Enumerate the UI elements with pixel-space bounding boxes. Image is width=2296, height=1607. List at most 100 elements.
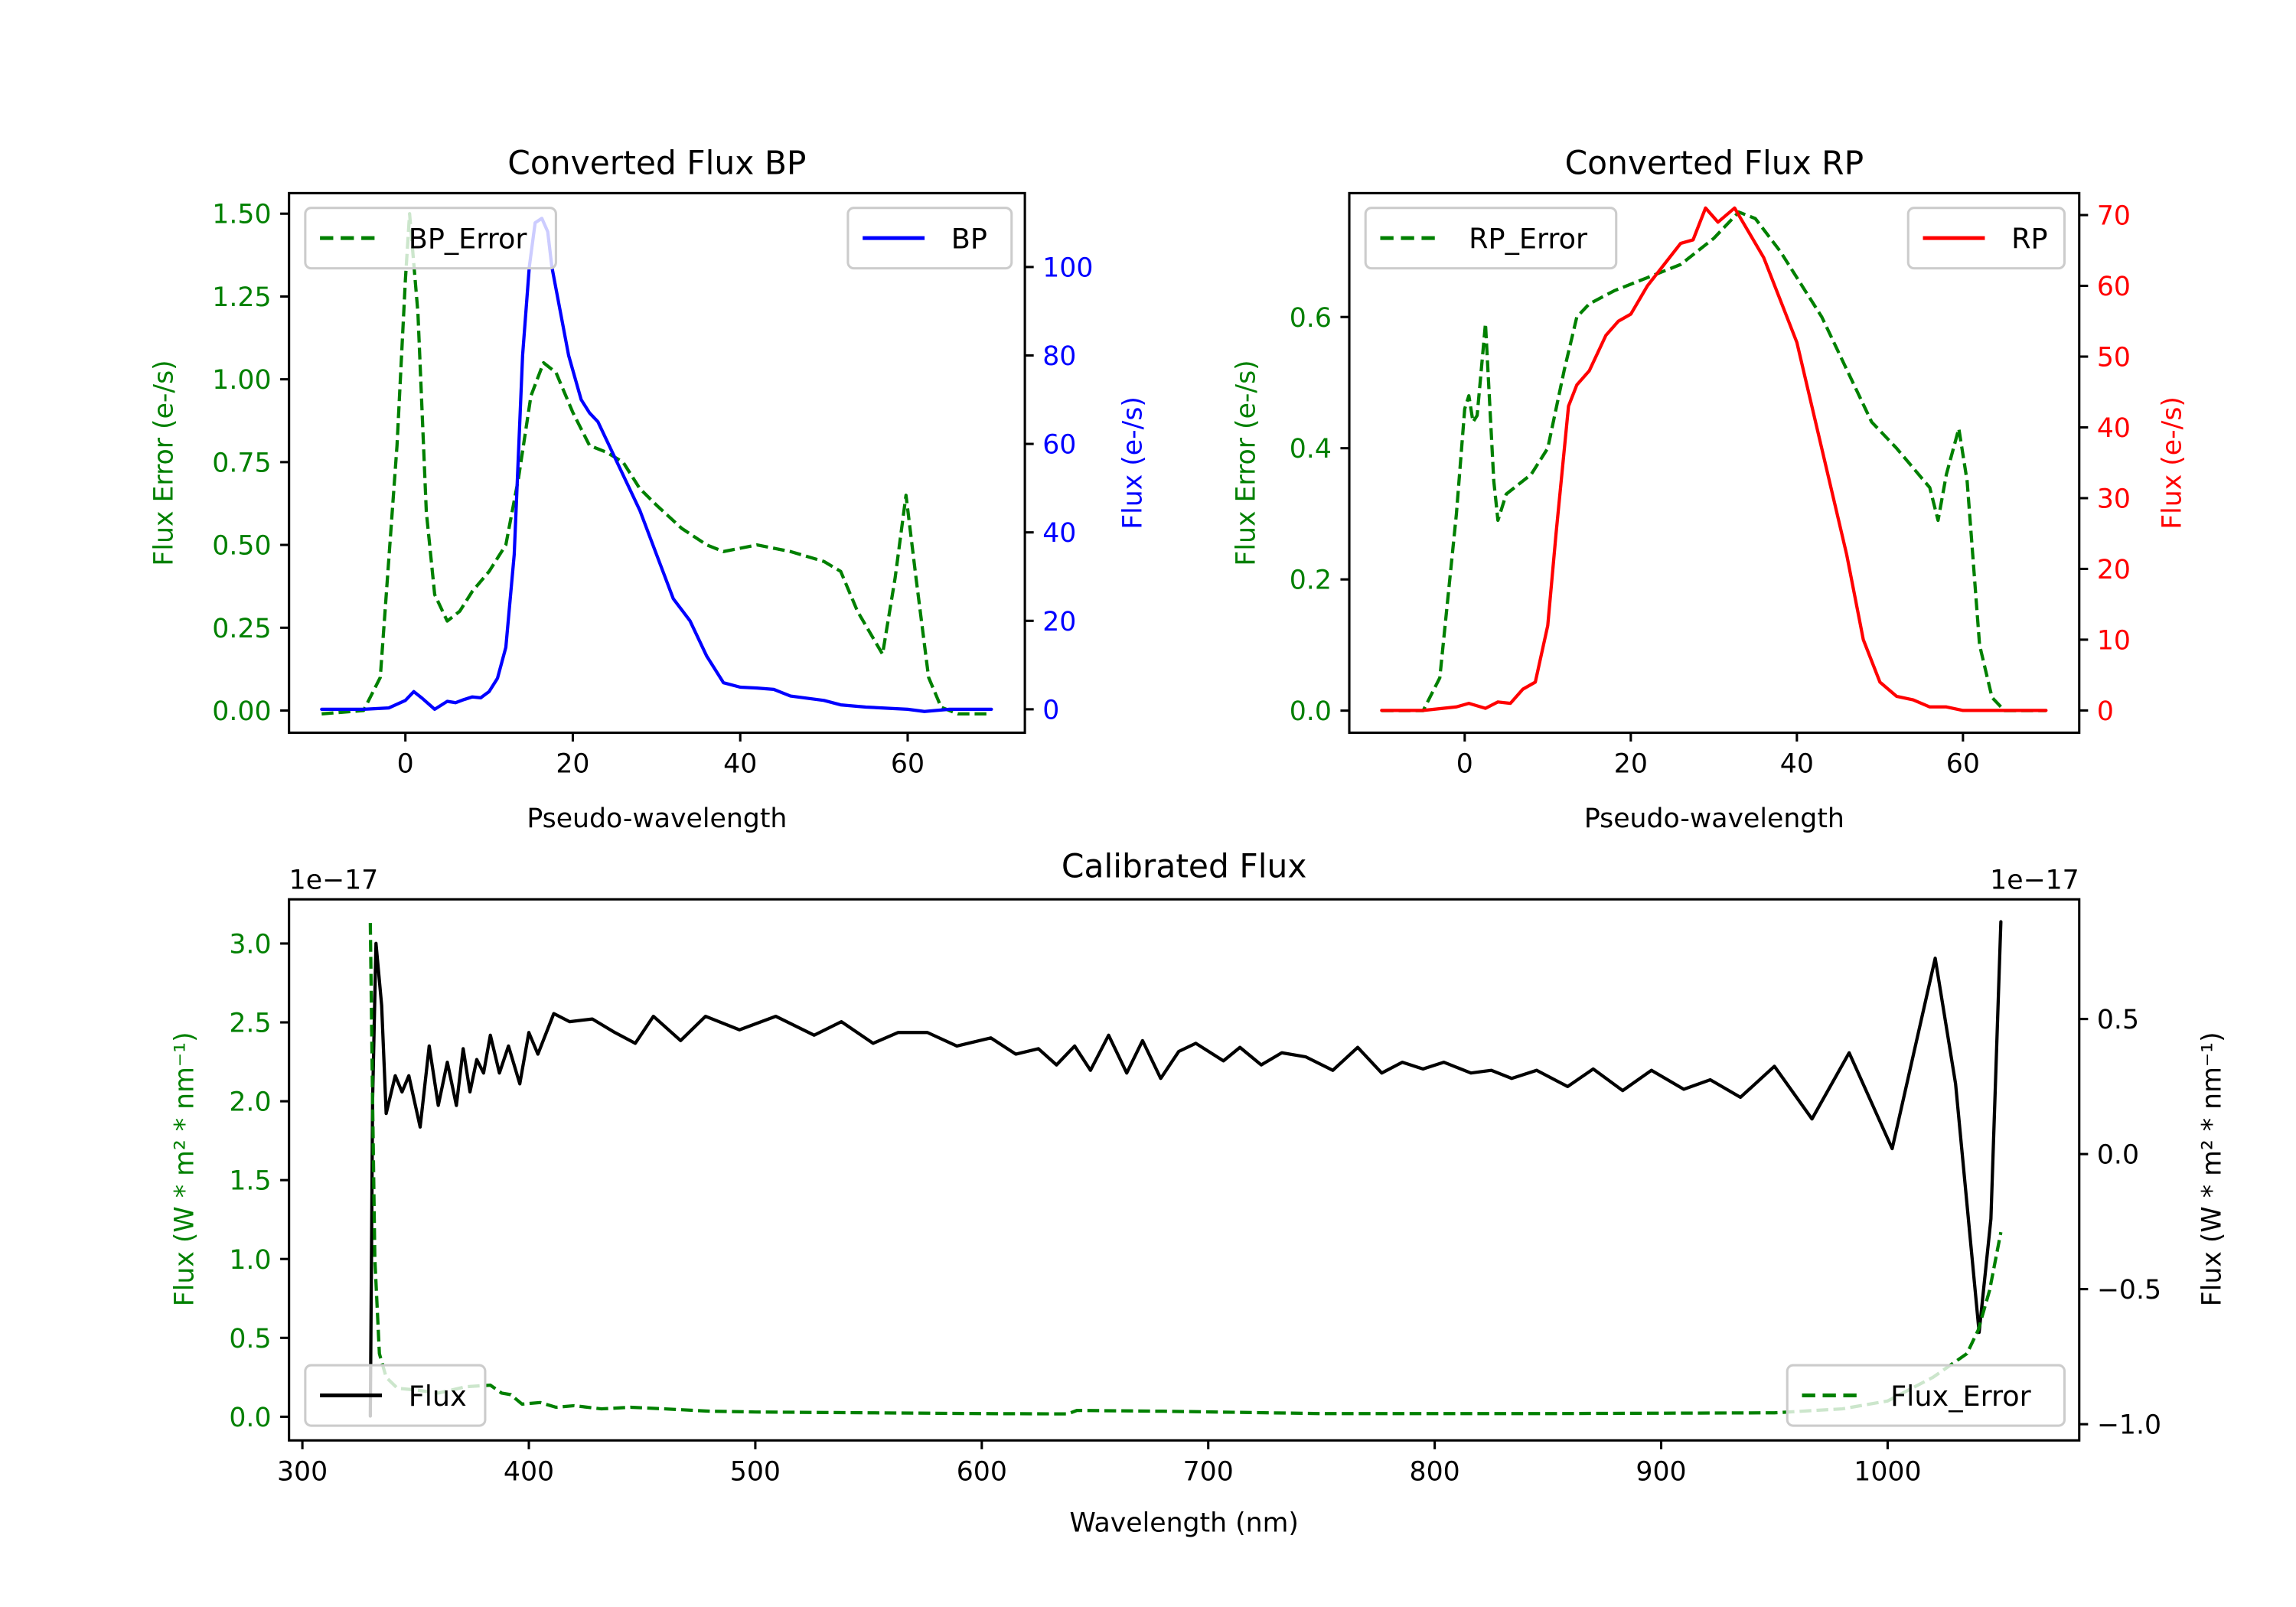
legend-bp-error: BP_Error [304,207,557,270]
legend-rp-error: RP_Error [1364,207,1618,270]
series-line-rp-error [1381,210,2047,712]
chart-title: Calibrated Flux [1062,847,1307,885]
panel-calibrated-flux: Calibrated Flux 1e−17 1e−17 300 400 500 600… [169,847,2227,1538]
y-tick-label-left: 2.0 [229,1087,271,1118]
legend-flux-error: Flux_Error [1786,1364,2066,1427]
y-tick-label-right: 0.5 [2097,1005,2139,1035]
y-tick-label-right: 10 [2097,625,2131,656]
y-axis-label-left: Flux Error (e-/s) [148,360,179,566]
series-line-flux [368,920,2003,1418]
y-tick-label-right: 40 [1042,518,1076,549]
y-tick-label-right: 100 [1042,253,1093,283]
y-tick-label-left: 1.25 [212,282,271,313]
y-tick-label-left: 0.0 [229,1403,271,1433]
legend-label: RP [2011,223,2048,256]
x-tick-label: 500 [730,1456,781,1487]
y-tick-label-left: 2.5 [229,1009,271,1039]
legend-box [1786,1364,2066,1427]
panel-converted-flux-bp: Converted Flux BP 0 20 40 60 0.00 0.25 0.50 0.7… [148,144,1148,833]
series-line-bp-error [321,212,992,715]
y-tick-label-right: −1.0 [2097,1410,2161,1441]
y-tick-label-right: 50 [2097,343,2131,373]
y-tick-label-right: 70 [2097,201,2131,232]
legend-label: BP [951,223,987,256]
y-tick-label-left: 0.25 [212,614,271,644]
x-tick-label: 0 [397,749,414,780]
legend-rp: RP [1906,207,2066,270]
x-tick-label: 60 [1946,749,1980,780]
y-tick-label-right: 60 [2097,272,2131,302]
y-tick-label-left: 0.5 [229,1324,271,1354]
y-axis-label-right: Flux (e-/s) [1117,396,1148,530]
axes-frame [288,898,2081,1442]
series-line-bp [320,217,993,713]
y-axis-label-left: Flux (W * m² * nm⁻¹) [169,1032,200,1306]
x-axis-label: Pseudo-wavelength [1584,804,1844,834]
y-tick-label-right: −0.5 [2097,1275,2161,1305]
x-tick-label: 0 [1456,749,1473,780]
x-tick-label: 800 [1410,1456,1460,1487]
x-axis-label: Wavelength (nm) [1069,1508,1299,1539]
series-line-rp [1380,206,2048,712]
legend-box [304,1364,487,1427]
x-tick-label: 40 [1780,749,1814,780]
y-tick-label-right: 30 [2097,484,2131,514]
y-tick-label-left: 0.50 [212,531,271,562]
y-tick-label-left: 1.00 [212,365,271,396]
legend-box [304,207,557,270]
y-tick-label-right: 20 [1042,607,1076,637]
y-tick-label-right: 0 [1042,695,1059,725]
x-tick-label: 20 [556,749,589,780]
x-axis-label: Pseudo-wavelength [527,804,787,834]
legend-label: Flux_Error [1890,1380,2032,1413]
x-tick-label: 60 [891,749,925,780]
y-tick-label-left: 0.00 [212,696,271,727]
chart-title: Converted Flux BP [507,144,806,181]
x-tick-label: 700 [1183,1456,1234,1487]
chart-title: Converted Flux RP [1565,144,1864,181]
y-tick-label-right: 60 [1042,430,1076,461]
x-tick-label: 300 [277,1456,328,1487]
y-tick-label-left: 1.50 [212,200,271,230]
legend-box [1364,207,1618,270]
y-tick-label-left: 3.0 [229,929,271,960]
y-tick-label-left: 1.5 [229,1166,271,1197]
legend-bp: BP [846,207,1013,270]
y-tick-label-right: 0.0 [2097,1140,2139,1171]
legend-label: Flux [409,1380,467,1413]
x-tick-label: 20 [1614,749,1648,780]
y-tick-label-right: 40 [2097,413,2131,444]
y-tick-label-left: 0.4 [1290,434,1332,464]
y-tick-label-left: 1.0 [229,1245,271,1276]
y-tick-label-left: 0.0 [1290,696,1332,727]
axes-frame [1348,191,2081,735]
y-axis-label-right: Flux (e-/s) [2157,396,2188,530]
legend-label: BP_Error [409,223,528,256]
series-group [1380,206,2048,712]
y-tick-label-left: 0.75 [212,448,271,478]
x-tick-label: 600 [957,1456,1007,1487]
legend-box [1906,207,2066,270]
y-tick-label-left: 0.2 [1290,566,1332,596]
x-tick-label: 900 [1636,1456,1686,1487]
x-tick-label: 40 [723,749,757,780]
series-group [320,212,993,715]
y-axis-label-left: Flux Error (e-/s) [1231,360,1262,566]
y-tick-label-right: 0 [2097,696,2114,727]
legend-label: RP_Error [1469,223,1588,256]
x-tick-label: 1000 [1854,1456,1921,1487]
offset-label-right: 1e−17 [1990,865,2079,896]
y-axis-label-right: Flux (W * m² * nm⁻¹) [2197,1032,2228,1306]
offset-label-left: 1e−17 [289,865,379,896]
panel-converted-flux-rp: Converted Flux RP 0 20 40 60 0.0 0.2 0.4 0.6 0 10… [1231,144,2188,833]
y-tick-label-left: 0.6 [1290,303,1332,334]
plot-area: 0 20 40 60 0.0 0.2 0.4 0.6 0 10 20 30 40 50 60 70 RP_Err… [1290,191,2131,780]
plot-area: 300 400 500 600 700 800 900 1000 0.0 0.5 1.0 1.5 2.0… [229,898,2161,1487]
y-tick-label-right: 20 [2097,555,2131,585]
plot-area: 0 20 40 60 0.00 0.25 0.50 0.75 1.00 1.25 1.50 0 20 40… [212,191,1093,780]
legend-flux: Flux [304,1364,487,1427]
y-tick-label-right: 80 [1042,341,1076,372]
x-tick-label: 400 [504,1456,554,1487]
legend-box [846,207,1013,270]
